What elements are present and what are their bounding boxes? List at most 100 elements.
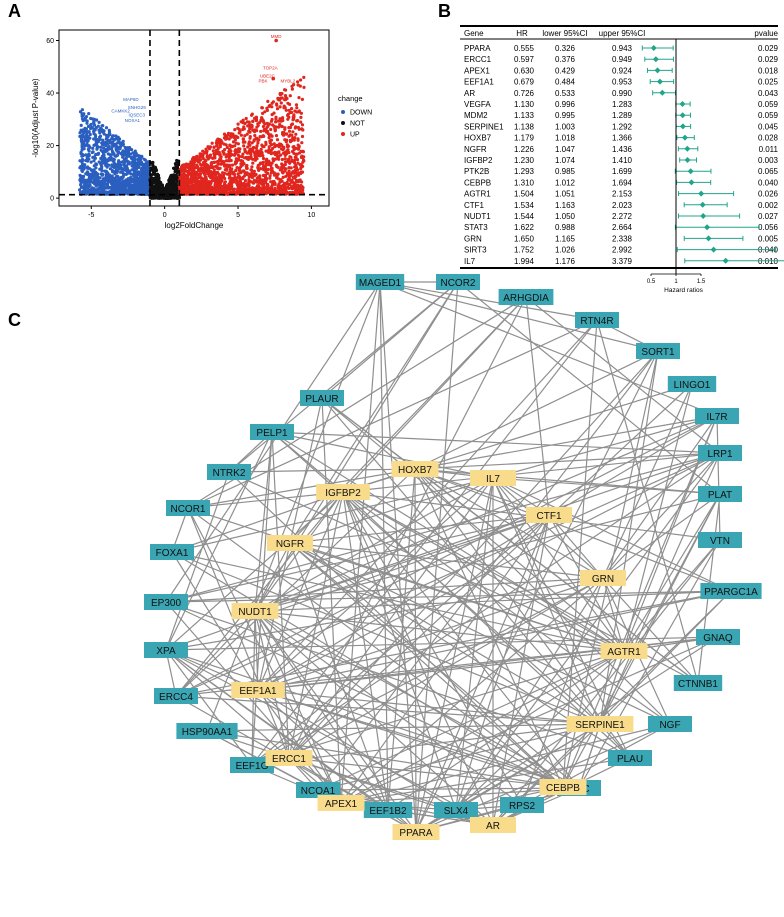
outer-node: PELP1 xyxy=(250,424,294,440)
down-point xyxy=(86,165,90,169)
node-label: NCOR2 xyxy=(440,278,475,289)
inner-node: AGTR1 xyxy=(600,643,648,659)
outer-node: PLAU xyxy=(608,750,652,766)
outer-node: RTN4R xyxy=(575,312,619,328)
node-label: EEF1B2 xyxy=(369,806,407,817)
down-point xyxy=(99,145,103,149)
node-label: PLAU xyxy=(617,754,643,765)
node-label: CTF1 xyxy=(537,511,562,522)
inner-node: EEF1A1 xyxy=(231,682,285,698)
node-label: PPARA xyxy=(399,828,432,839)
outer-node: LINGO1 xyxy=(667,376,717,392)
down-point xyxy=(82,147,86,151)
down-point xyxy=(83,116,87,120)
node-label: LINGO1 xyxy=(674,380,711,391)
down-point xyxy=(124,168,128,172)
down-point xyxy=(110,182,114,186)
network-edges xyxy=(165,281,732,833)
down-point xyxy=(84,128,88,132)
down-point xyxy=(80,154,84,158)
down-point xyxy=(83,137,87,141)
down-point xyxy=(87,112,91,116)
down-point xyxy=(97,120,101,124)
outer-node: ERCC4 xyxy=(154,688,198,704)
down-point xyxy=(122,172,126,176)
inner-node: IL7 xyxy=(470,470,516,486)
down-point xyxy=(133,157,137,162)
inner-node: NGFR xyxy=(267,535,313,551)
down-point xyxy=(112,176,116,180)
node-label: PLAUR xyxy=(305,394,338,405)
outer-node: SORT1 xyxy=(636,343,680,359)
inner-node: CTF1 xyxy=(526,507,572,523)
down-point xyxy=(92,123,97,127)
node-label: MAGED1 xyxy=(359,278,402,289)
network-edge xyxy=(165,471,230,651)
network-edge xyxy=(289,296,527,544)
down-point xyxy=(114,180,118,184)
down-point xyxy=(100,165,104,169)
network-edge xyxy=(228,468,416,473)
outer-node: NTRK2 xyxy=(207,464,251,480)
node-label: RTN4R xyxy=(580,316,613,327)
down-point xyxy=(101,184,106,188)
panel-label-a: A xyxy=(8,1,21,21)
node-label: ERCC1 xyxy=(272,754,306,765)
down-point xyxy=(96,172,100,176)
down-point xyxy=(92,159,96,163)
outer-node: XPA xyxy=(144,642,188,658)
network-edge xyxy=(602,452,721,579)
node-label: GRN xyxy=(592,574,614,585)
node-label: RPS2 xyxy=(509,801,536,812)
outer-node: HSP90AA1 xyxy=(176,723,238,739)
down-point xyxy=(92,117,96,121)
network-edge xyxy=(379,281,598,321)
down-point xyxy=(98,137,102,141)
outer-node: EP300 xyxy=(144,594,188,610)
outer-node: FOXA1 xyxy=(150,544,194,560)
down-point xyxy=(79,123,83,127)
node-label: NGF xyxy=(659,720,680,731)
inner-node: CEBPB xyxy=(539,779,587,795)
down-point xyxy=(100,129,104,133)
node-label: VTN xyxy=(710,536,730,547)
node-label: LRP1 xyxy=(707,449,732,460)
down-point xyxy=(113,162,117,166)
node-label: NUDT1 xyxy=(238,607,272,618)
node-label: SORT1 xyxy=(641,347,675,358)
outer-node: IL7R xyxy=(695,408,739,424)
node-label: PELP1 xyxy=(256,428,288,439)
down-point xyxy=(106,139,111,143)
node-label: GNAQ xyxy=(703,633,733,644)
down-point xyxy=(103,169,107,173)
outer-node: MAGED1 xyxy=(355,274,405,290)
down-point xyxy=(88,132,92,137)
down-point xyxy=(108,167,112,171)
outer-node: NCOR1 xyxy=(166,500,210,516)
down-point xyxy=(90,150,94,155)
panel-label-c: C xyxy=(8,310,21,330)
inner-node: HOXB7 xyxy=(391,461,439,477)
node-label: HSP90AA1 xyxy=(182,727,233,738)
down-point xyxy=(134,174,139,178)
down-point xyxy=(130,148,134,152)
down-point xyxy=(100,141,104,145)
down-point xyxy=(85,121,89,125)
outer-node: LRP1 xyxy=(698,445,742,461)
down-point xyxy=(112,137,116,141)
node-label: ARHGDIA xyxy=(503,293,549,304)
outer-node: PLAUR xyxy=(300,390,344,406)
down-point xyxy=(117,159,121,163)
down-point xyxy=(92,121,96,125)
down-point xyxy=(129,155,133,159)
down-point xyxy=(84,134,88,138)
node-label: IGFBP2 xyxy=(325,488,361,499)
inner-node: APEX1 xyxy=(317,795,365,811)
down-point xyxy=(140,171,144,175)
inner-node: SERPINE1 xyxy=(566,716,634,732)
outer-node: NCOR2 xyxy=(436,274,480,290)
down-point xyxy=(87,130,91,134)
outer-node: CTNNB1 xyxy=(673,675,723,691)
down-point xyxy=(108,153,112,157)
down-point xyxy=(140,179,144,183)
